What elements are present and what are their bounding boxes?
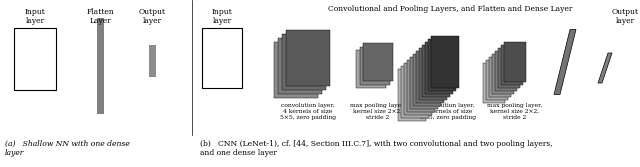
Bar bbox=[282, 34, 326, 90]
Bar bbox=[492, 54, 514, 94]
Bar bbox=[398, 69, 426, 121]
Bar bbox=[286, 30, 330, 86]
Text: Output
layer: Output layer bbox=[611, 8, 639, 25]
Bar bbox=[407, 60, 435, 112]
Bar bbox=[501, 45, 523, 85]
Bar bbox=[422, 45, 450, 97]
Bar bbox=[495, 51, 517, 91]
Text: Convolutional and Pooling Layers, and Flatten and Dense Layer: Convolutional and Pooling Layers, and Fl… bbox=[328, 5, 572, 13]
Bar bbox=[14, 28, 56, 90]
Bar bbox=[360, 46, 390, 85]
Polygon shape bbox=[598, 53, 612, 83]
Bar bbox=[425, 42, 453, 94]
Text: Output
layer: Output layer bbox=[138, 8, 166, 25]
Text: (a)   Shallow NN with one dense
layer: (a) Shallow NN with one dense layer bbox=[5, 140, 130, 157]
Text: Input
layer: Input layer bbox=[212, 8, 232, 25]
Bar bbox=[431, 36, 459, 88]
Bar bbox=[413, 54, 441, 106]
Bar bbox=[148, 45, 156, 77]
Text: convolution layer,
3 kernels of size
5×5, zero padding: convolution layer, 3 kernels of size 5×5… bbox=[420, 103, 476, 120]
Bar bbox=[486, 60, 508, 100]
Text: (b)   CNN (LeNet-1), cf. [44, Section III.C.7], with two convolutional and two p: (b) CNN (LeNet-1), cf. [44, Section III.… bbox=[200, 140, 552, 157]
Bar bbox=[363, 43, 393, 81]
Bar bbox=[498, 48, 520, 88]
Bar bbox=[202, 28, 242, 88]
Bar bbox=[410, 57, 438, 109]
Text: convolution layer,
4 kernels of size
5×5, zero padding: convolution layer, 4 kernels of size 5×5… bbox=[280, 103, 336, 120]
Bar bbox=[504, 42, 526, 82]
Bar bbox=[483, 63, 505, 103]
Text: max pooling layer,
kernel size 2×2,
stride 2: max pooling layer, kernel size 2×2, stri… bbox=[350, 103, 406, 120]
Bar bbox=[428, 39, 456, 91]
Bar bbox=[97, 18, 104, 114]
Bar bbox=[278, 38, 322, 94]
Bar bbox=[416, 51, 444, 103]
Text: Input
layer: Input layer bbox=[24, 8, 45, 25]
Bar bbox=[401, 66, 429, 118]
Bar bbox=[274, 42, 318, 98]
Bar bbox=[356, 50, 386, 88]
Bar bbox=[404, 63, 432, 115]
Bar bbox=[419, 48, 447, 100]
Text: max pooling layer,
kernel size 2×2,
stride 2: max pooling layer, kernel size 2×2, stri… bbox=[488, 103, 543, 120]
Text: Flatten
Layer: Flatten Layer bbox=[86, 8, 114, 25]
Bar bbox=[489, 57, 511, 97]
Polygon shape bbox=[554, 30, 576, 95]
